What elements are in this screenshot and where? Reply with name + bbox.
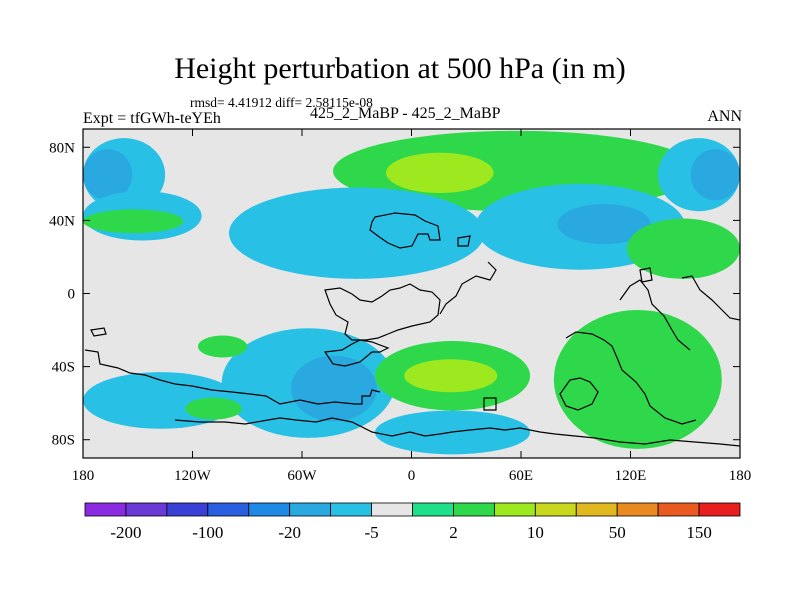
- y-tick-label: 40N: [49, 213, 75, 229]
- colorbar-label: -100: [192, 523, 223, 542]
- colorbar-swatch: [493, 502, 536, 517]
- colorbar-swatch: [248, 502, 291, 517]
- colorbar-swatch: [616, 502, 659, 517]
- coastline-indochina: [565, 331, 697, 425]
- colorbar-label: 50: [609, 523, 626, 542]
- colorbar-label: 2: [449, 523, 458, 542]
- coastlines: [84, 212, 740, 447]
- x-tick-label: 120E: [615, 468, 647, 484]
- x-tick-label: 180: [72, 468, 95, 484]
- colorbar-swatch: [166, 502, 209, 517]
- coastline-australia: [559, 377, 599, 411]
- colorbar-swatch: [371, 502, 413, 517]
- coastline-island-3: [457, 235, 471, 247]
- colorbar-swatch: [534, 502, 577, 517]
- x-tick-label: 0: [408, 468, 416, 484]
- blob-spac-green-1: [197, 335, 248, 358]
- x-tick-label: 180: [729, 468, 752, 484]
- colorbar: -200 -100 -20 -5 2 10 50 150: [84, 502, 741, 542]
- colorbar-swatch: [412, 502, 454, 517]
- blob-np-high-core: [385, 152, 494, 193]
- coastline-south-pacific: [84, 349, 381, 405]
- blob-ne-blue-core: [690, 149, 740, 201]
- colorbar-label: -5: [364, 523, 378, 542]
- blob-satl-blue-core: [291, 355, 377, 422]
- colorbar-swatch: [289, 502, 332, 517]
- chart-title: Height perturbation at 500 hPa (in m): [174, 52, 626, 85]
- blob-eu-blue-core: [557, 203, 651, 245]
- coastline-island-4: [483, 397, 497, 411]
- coastline-north-africa: [369, 212, 441, 249]
- colorbar-swatch: [330, 502, 372, 517]
- colorbar-swatch: [698, 502, 741, 517]
- coastline-east-pacific: [681, 275, 740, 321]
- coastline-island-1: [90, 327, 107, 337]
- colorbar-swatch: [657, 502, 700, 517]
- season-label: ANN: [707, 108, 742, 125]
- blob-nw-blue-core: [83, 149, 133, 201]
- y-tick-label: 80S: [52, 433, 75, 449]
- colorbar-swatch: [453, 502, 495, 517]
- colorbar-label: -200: [110, 523, 141, 542]
- coastline-asia: [439, 261, 497, 315]
- y-tick-label: 80N: [49, 140, 75, 156]
- blob-saus-high: [553, 309, 722, 449]
- x-tick-label: 60E: [509, 468, 533, 484]
- blob-nw-green: [83, 209, 184, 234]
- coastline-antarctic: [174, 417, 740, 447]
- coastline-south-america: [323, 339, 390, 367]
- colorbar-swatch: [84, 502, 127, 517]
- colorbar-swatch: [207, 502, 250, 517]
- colorbar-swatch: [125, 502, 168, 517]
- coastline-west-africa: [324, 283, 441, 341]
- y-tick-label: 40S: [52, 360, 75, 376]
- x-tick-label: 60W: [287, 468, 317, 484]
- blob-sa-high-core: [404, 359, 498, 393]
- coastline-island-2: [639, 267, 653, 283]
- blob-natl-blue: [229, 187, 485, 279]
- y-tick-label: 0: [68, 287, 76, 303]
- blob-ne-green: [626, 218, 740, 279]
- experiment-label: Expt = tfGWh-teYEh: [83, 110, 221, 127]
- colorbar-label: -20: [278, 523, 301, 542]
- colorbar-label: 10: [527, 523, 544, 542]
- coastline-maritime: [619, 279, 691, 351]
- case-label: 425_2_MaBP - 425_2_MaBP: [310, 105, 501, 122]
- blob-spac-green-2: [185, 397, 242, 420]
- colorbar-swatch: [575, 502, 618, 517]
- x-tick-label: 120W: [174, 468, 212, 484]
- colorbar-label: 150: [686, 523, 712, 542]
- contour-fields: [83, 130, 740, 455]
- map-axes: 180 120W 60W 0 60E 120E 180 80N 40N 0 40S 80S: [49, 129, 751, 484]
- stats-label: rmsd= 4.41912 diff= 2.58115e-08: [190, 95, 373, 110]
